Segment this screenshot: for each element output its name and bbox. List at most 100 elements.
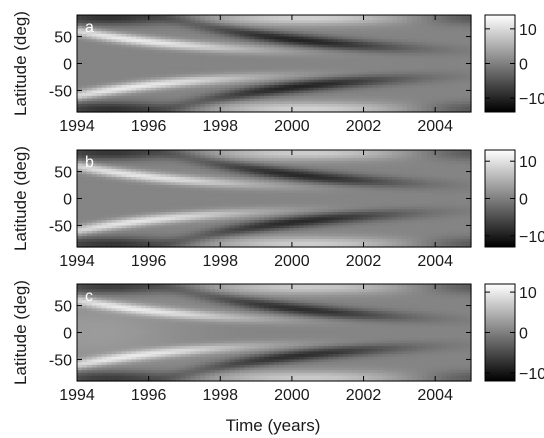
heatmap-cell (224, 160, 231, 165)
heatmap-cell (392, 66, 398, 70)
heatmap-cell (441, 60, 447, 65)
heatmap-cell (244, 241, 250, 245)
heatmap-cell (136, 76, 142, 81)
heatmap-cell (278, 109, 285, 113)
heatmap-cell (382, 33, 388, 38)
heatmap-cell (101, 220, 108, 224)
heatmap-cell (86, 106, 93, 110)
heatmap-cell (209, 168, 216, 173)
heatmap-cell (402, 71, 408, 75)
heatmap-cell (347, 85, 354, 89)
heatmap-cell (91, 31, 98, 35)
heatmap-cell (165, 203, 172, 208)
heatmap-cell (77, 93, 83, 97)
heatmap-cell (86, 60, 93, 65)
heatmap-cell (101, 87, 108, 92)
heatmap-cell (338, 20, 344, 24)
heatmap-cell (234, 193, 241, 197)
heatmap-cell (131, 190, 137, 194)
heatmap-cell (81, 58, 88, 62)
heatmap-cell (274, 39, 280, 43)
heatmap-cell (86, 28, 93, 32)
heatmap-cell (229, 185, 236, 189)
heatmap-cell (101, 85, 108, 89)
heatmap-cell (377, 15, 383, 19)
heatmap-cell (313, 74, 319, 78)
heatmap-cell (357, 79, 364, 83)
heatmap-cell (200, 201, 206, 205)
heatmap-cell (111, 217, 117, 221)
heatmap-cell (200, 82, 206, 86)
heatmap-cell (96, 39, 103, 43)
heatmap-cell (195, 15, 201, 19)
heatmap-cell (392, 85, 398, 89)
heatmap-cell (86, 17, 93, 21)
heatmap-cell (200, 71, 206, 75)
heatmap-cell (342, 63, 349, 67)
heatmap-cell (451, 47, 457, 51)
heatmap-cell (338, 87, 344, 92)
heatmap-cell (421, 20, 428, 24)
heatmap-cell (77, 171, 83, 175)
heatmap-cell (357, 85, 364, 89)
heatmap-cell (195, 23, 201, 27)
heatmap-cell (239, 76, 246, 81)
heatmap-cell (106, 98, 113, 102)
heatmap-cell (357, 103, 364, 108)
heatmap-cell (456, 23, 462, 27)
heatmap-cell (111, 55, 117, 59)
heatmap-cell (219, 98, 226, 102)
heatmap-cell (466, 93, 472, 97)
heatmap-cell (116, 106, 122, 110)
heatmap-cell (234, 209, 241, 213)
heatmap-cell (239, 182, 246, 186)
heatmap-cell (456, 47, 462, 51)
heatmap-cell (367, 95, 374, 100)
heatmap-cell (205, 160, 211, 165)
heatmap-cell (111, 82, 117, 86)
heatmap-cell (298, 85, 305, 89)
heatmap-cell (180, 20, 186, 24)
heatmap-cell (406, 44, 413, 48)
heatmap-cell (313, 82, 319, 86)
heatmap-cell (200, 228, 206, 232)
heatmap-cell (175, 74, 182, 78)
heatmap-cell (195, 55, 201, 59)
heatmap-cell (397, 55, 403, 59)
heatmap-cell (451, 33, 457, 38)
heatmap-cell (421, 23, 428, 27)
heatmap-cell (190, 76, 196, 81)
heatmap-cell (86, 168, 93, 173)
heatmap-cell (352, 68, 359, 73)
heatmap-cell (121, 228, 127, 232)
heatmap-cell (288, 68, 295, 73)
heatmap-cell (441, 33, 447, 38)
heatmap-cell (209, 52, 216, 57)
heatmap-cell (249, 71, 255, 75)
heatmap-cell (205, 225, 211, 229)
heatmap-cell (411, 50, 418, 54)
heatmap-cell (244, 87, 250, 92)
heatmap-cell (141, 85, 147, 89)
heatmap-cell (160, 85, 167, 89)
heatmap-cell (239, 39, 246, 43)
heatmap-cell (431, 109, 438, 113)
heatmap-cell (111, 93, 117, 97)
heatmap-cell (185, 17, 191, 21)
heatmap-cell (259, 17, 265, 21)
heatmap-cell (278, 23, 285, 27)
heatmap-cell (126, 236, 132, 240)
heatmap-cell (377, 66, 383, 70)
heatmap-cell (126, 23, 132, 27)
heatmap-cell (175, 176, 182, 181)
heatmap-cell (234, 101, 241, 105)
heatmap-cell (254, 101, 260, 105)
heatmap-cell (392, 93, 398, 97)
heatmap-cell (185, 87, 191, 92)
heatmap-cell (116, 41, 122, 46)
heatmap-cell (106, 23, 113, 27)
heatmap-cell (190, 103, 196, 108)
heatmap-cell (382, 31, 388, 35)
heatmap-cell (283, 82, 290, 86)
heatmap-cell (461, 39, 467, 43)
